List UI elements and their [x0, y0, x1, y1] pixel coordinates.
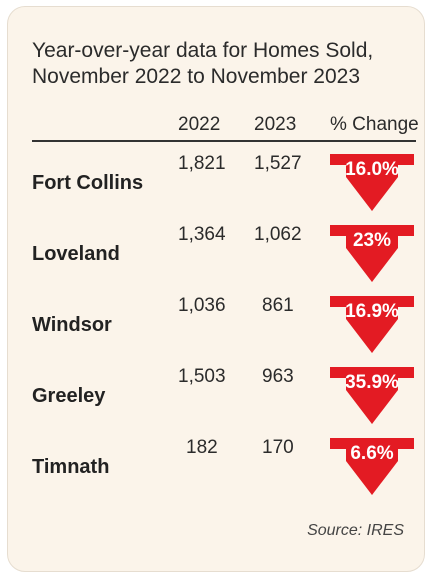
row-label: Timnath: [32, 456, 110, 478]
value-2022: 1,503: [178, 366, 226, 387]
row-label: Loveland: [32, 243, 120, 265]
value-2022: 1,364: [178, 224, 226, 245]
value-2022: 182: [186, 437, 218, 458]
down-arrow-icon: 6.6%: [328, 437, 416, 497]
header-rule: [32, 140, 416, 142]
down-arrow-icon: 16.9%: [328, 295, 416, 355]
title-line-2: November 2022 to November 2023: [32, 65, 361, 88]
column-header-2023: 2023: [254, 114, 297, 135]
percent-change: 16.0%: [345, 159, 399, 180]
percent-change: 35.9%: [345, 372, 399, 393]
value-2023: 963: [262, 366, 294, 387]
value-2023: 861: [262, 295, 294, 316]
down-arrow-icon: 16.0%: [328, 153, 416, 213]
percent-change: 16.9%: [345, 301, 399, 322]
percent-change: 23%: [352, 230, 392, 251]
title-line-1: Year-over-year data for Homes Sold,: [32, 39, 374, 62]
chart-title: Year-over-year data for Homes Sold, Nove…: [32, 38, 412, 90]
column-header-change: % Change: [330, 114, 419, 135]
source-note: Source: IRES: [307, 522, 404, 539]
row-label: Greeley: [32, 385, 106, 407]
value-2023: 1,527: [254, 153, 302, 174]
value-2022: 1,036: [178, 295, 226, 316]
value-2022: 1,821: [178, 153, 226, 174]
value-2023: 1,062: [254, 224, 302, 245]
chart-card: [7, 6, 425, 572]
down-arrow-icon: 23%: [328, 224, 416, 284]
value-2023: 170: [262, 437, 294, 458]
row-label: Fort Collins: [32, 172, 144, 194]
row-label: Windsor: [32, 314, 112, 336]
down-arrow-icon: 35.9%: [328, 366, 416, 426]
percent-change: 6.6%: [350, 443, 394, 464]
column-header-2022: 2022: [178, 114, 221, 135]
